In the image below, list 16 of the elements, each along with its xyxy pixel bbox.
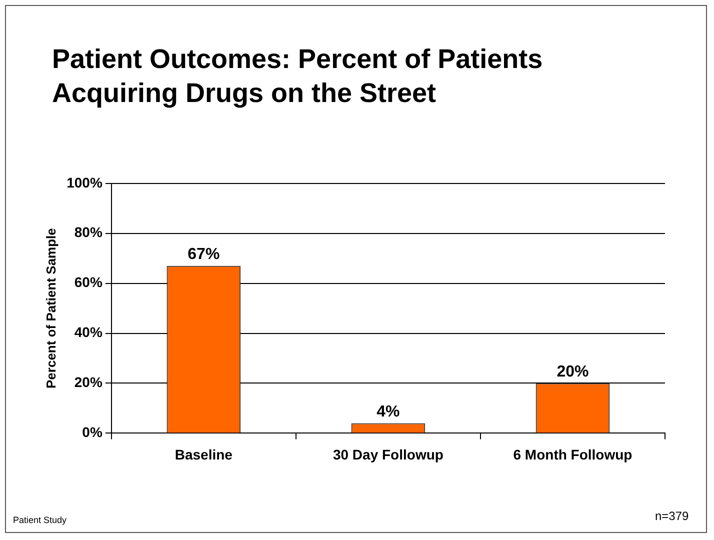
data-label: 67% bbox=[188, 246, 220, 264]
x-tick-label: 6 Month Followup bbox=[513, 446, 632, 462]
data-label: 20% bbox=[556, 364, 589, 381]
data-label: 4% bbox=[376, 404, 400, 421]
y-tick-label: 100% bbox=[66, 174, 103, 190]
y-tick-label: 0% bbox=[82, 424, 103, 440]
chart-title: Patient Outcomes: Percent of Patients Acquiring Drugs on the Street bbox=[52, 43, 544, 110]
y-tick-label: 40% bbox=[74, 324, 103, 340]
y-axis-title: Percent of Patient Sample bbox=[43, 228, 58, 388]
y-tick-label: 80% bbox=[74, 224, 103, 240]
text: Patient Study bbox=[13, 515, 67, 525]
x-tick-label: 30 Day Followup bbox=[332, 446, 444, 462]
y-tick-label: 20% bbox=[74, 374, 103, 390]
y-tick-label: 60% bbox=[74, 274, 103, 290]
x-tick-label: Baseline bbox=[174, 446, 233, 462]
text: n=379 bbox=[655, 509, 689, 523]
